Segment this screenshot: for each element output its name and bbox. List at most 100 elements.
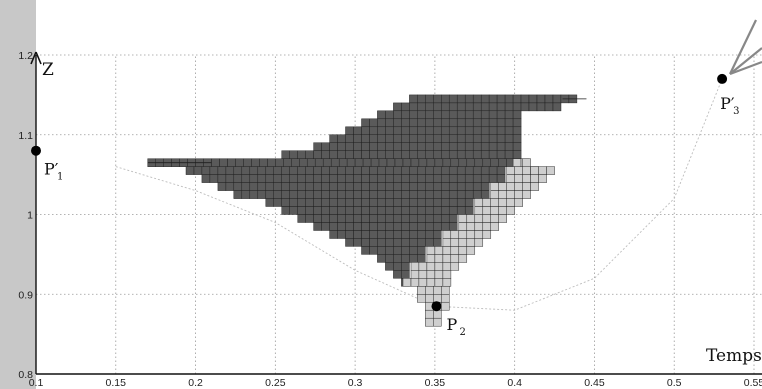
light-grid-region-cell bbox=[498, 198, 507, 207]
dark-grid-region-cell bbox=[217, 182, 227, 191]
dark-grid-region-cell bbox=[401, 206, 410, 215]
dark-grid-region-cell bbox=[329, 206, 338, 215]
dark-grid-region-cell bbox=[297, 182, 306, 191]
dark-grid-region-cell bbox=[233, 190, 243, 199]
dark-grid-region-cell bbox=[257, 182, 267, 191]
dark-grid-region-cell bbox=[385, 198, 394, 207]
dark-grid-region-cell bbox=[488, 174, 498, 183]
dark-grid-region-cell bbox=[249, 182, 259, 191]
dark-grid-region-cell bbox=[289, 182, 298, 191]
point-marker bbox=[31, 145, 41, 156]
dark-grid-region-cell bbox=[426, 158, 436, 167]
dark-grid-region-cell bbox=[321, 214, 330, 223]
dark-grid-region-cell bbox=[329, 182, 338, 191]
dark-grid-region-cell bbox=[448, 126, 458, 136]
dark-grid-region-cell bbox=[464, 198, 474, 207]
light-grid-region-cell bbox=[482, 198, 492, 207]
light-grid-region-cell bbox=[426, 254, 436, 263]
dark-grid-region-cell bbox=[441, 174, 450, 183]
light-grid-region-cell bbox=[442, 270, 452, 279]
y-tick-label: 1.2 bbox=[18, 50, 33, 62]
dark-grid-region-cell bbox=[433, 134, 442, 143]
dark-grid-region-cell bbox=[393, 142, 402, 151]
dark-grid-region-cell bbox=[433, 166, 442, 175]
dark-grid-region-cell bbox=[425, 134, 434, 143]
dark-grid-region-cell bbox=[353, 190, 362, 199]
light-grid-region-cell bbox=[498, 190, 507, 199]
dark-grid-region-cell bbox=[321, 222, 330, 231]
dark-grid-region-cell bbox=[417, 118, 426, 128]
dark-grid-region-cell bbox=[313, 222, 322, 231]
dark-grid-region-cell bbox=[385, 118, 394, 128]
light-grid-region-cell bbox=[498, 206, 507, 215]
dark-grid-region-cell bbox=[393, 150, 402, 159]
dark-grid-region-cell bbox=[401, 150, 410, 159]
dark-grid-region-cell bbox=[353, 198, 362, 207]
dark-grid-region-cell bbox=[314, 158, 324, 167]
dark-grid-region-cell bbox=[329, 166, 338, 175]
dark-grid-region-cell bbox=[433, 230, 442, 239]
dark-grid-region-cell bbox=[377, 134, 386, 143]
dark-grid-region-cell bbox=[338, 158, 348, 167]
dark-grid-region-cell bbox=[480, 102, 490, 112]
dark-grid-region-cell bbox=[369, 190, 378, 199]
dark-grid-region-cell bbox=[472, 94, 482, 104]
dark-grid-region-cell bbox=[448, 118, 458, 128]
light-grid-region-cell bbox=[410, 270, 420, 279]
dark-grid-region-cell bbox=[472, 134, 482, 143]
dark-grid-region-cell bbox=[353, 230, 362, 239]
dark-grid-region-cell bbox=[305, 174, 314, 183]
dark-grid-region-cell bbox=[544, 94, 554, 104]
dark-grid-region-cell bbox=[361, 198, 370, 207]
dark-grid-region-cell bbox=[385, 142, 394, 151]
dark-grid-region-cell bbox=[409, 222, 418, 231]
dark-grid-region-cell bbox=[377, 238, 386, 247]
dark-grid-region-cell bbox=[386, 158, 396, 167]
dark-grid-region-cell bbox=[337, 230, 346, 239]
dark-grid-region-cell bbox=[417, 134, 426, 143]
light-grid-region-cell bbox=[426, 278, 436, 287]
dark-grid-region-cell bbox=[520, 94, 530, 104]
light-grid-region-cell bbox=[434, 246, 444, 255]
dark-grid-region-cell bbox=[377, 214, 386, 223]
dark-grid-region-cell bbox=[536, 94, 546, 104]
dark-grid-region-cell bbox=[512, 118, 522, 128]
dark-grid-region-cell bbox=[401, 262, 410, 271]
vector-arrow-icon bbox=[729, 19, 762, 76]
dark-grid-region-cell bbox=[297, 166, 306, 175]
dark-grid-region-cell bbox=[345, 166, 354, 175]
dark-grid-region-cell bbox=[417, 102, 426, 112]
dark-grid-region-cell bbox=[265, 174, 275, 183]
dark-grid-region-cell bbox=[353, 174, 362, 183]
dark-grid-region-cell bbox=[425, 238, 434, 247]
dark-grid-region-cell bbox=[417, 94, 426, 104]
dark-grid-region-cell bbox=[472, 118, 482, 128]
dark-grid-region-cell bbox=[402, 158, 412, 167]
dark-grid-region-cell bbox=[512, 94, 522, 104]
dark-grid-region-cell bbox=[241, 190, 251, 199]
dark-grid-region-cell bbox=[456, 134, 466, 143]
dark-grid-region-cell bbox=[329, 150, 338, 159]
dark-grid-region-cell bbox=[369, 238, 378, 247]
dark-grid-region-cell bbox=[401, 134, 410, 143]
dark-grid-region-cell bbox=[369, 182, 378, 191]
dark-grid-region-cell bbox=[472, 150, 482, 159]
light-grid-region-cell bbox=[490, 214, 499, 223]
light-grid-region-cell bbox=[458, 246, 468, 255]
dark-grid-region-cell bbox=[417, 230, 426, 239]
light-grid-region-cell bbox=[417, 286, 426, 295]
light-grid-region-cell bbox=[418, 270, 428, 279]
dark-grid-region-cell bbox=[281, 166, 290, 175]
dark-grid-region-cell bbox=[456, 110, 466, 120]
dark-grid-region-cell bbox=[305, 214, 314, 223]
dark-grid-region-cell bbox=[504, 118, 514, 128]
dark-grid-region-cell bbox=[361, 150, 370, 159]
light-grid-region-cell bbox=[514, 182, 523, 191]
dark-grid-region-cell bbox=[185, 166, 195, 175]
dark-grid-region-cell bbox=[385, 166, 394, 175]
dark-grid-region-cell bbox=[289, 190, 298, 199]
dark-grid-region-cell bbox=[417, 166, 426, 175]
light-grid-region-cell bbox=[538, 166, 547, 175]
dark-grid-region-cell bbox=[425, 214, 434, 223]
light-grid-region-cell bbox=[506, 206, 515, 215]
